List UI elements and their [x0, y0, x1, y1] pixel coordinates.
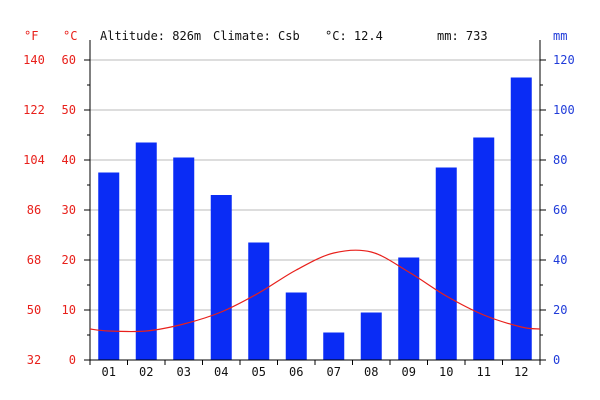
mm-tick-label: 60: [553, 203, 567, 217]
fahrenheit-tick-label: 140: [23, 53, 45, 67]
month-label: 05: [252, 365, 266, 379]
month-label: 08: [364, 365, 378, 379]
mm-tick-label: 0: [553, 353, 560, 367]
celsius-tick-label: 20: [62, 253, 76, 267]
celsius-tick-label: 60: [62, 53, 76, 67]
fahrenheit-tick-label: 104: [23, 153, 45, 167]
month-label: 01: [102, 365, 116, 379]
precipitation-bar-04: [210, 195, 232, 360]
precipitation-bar-11: [473, 137, 495, 360]
month-label: 11: [477, 365, 491, 379]
altitude-label: Altitude: 826m: [100, 29, 201, 43]
mm-tick-label: 80: [553, 153, 567, 167]
celsius-tick-label: 10: [62, 303, 76, 317]
precipitation-bar-02: [135, 142, 157, 360]
axes: [84, 40, 546, 365]
celsius-tick-label: 0: [69, 353, 76, 367]
precipitation-bar-09: [398, 257, 420, 360]
fahrenheit-tick-label: 50: [27, 303, 41, 317]
fahrenheit-tick-label: 86: [27, 203, 41, 217]
temperature-line: [89, 249, 541, 333]
precipitation-bar-01: [98, 172, 120, 360]
mean-temperature-label: °C: 12.4: [325, 29, 383, 43]
mm-tick-label: 100: [553, 103, 575, 117]
mm-tick-label: 20: [553, 303, 567, 317]
celsius-unit-label: °C: [63, 29, 77, 43]
precipitation-bar-05: [248, 242, 270, 360]
precipitation-bar-08: [360, 312, 382, 360]
mm-unit-label: mm: [553, 29, 567, 43]
month-label: 06: [289, 365, 303, 379]
celsius-tick-label: 40: [62, 153, 76, 167]
fahrenheit-tick-label: 32: [27, 353, 41, 367]
fahrenheit-unit-label: °F: [24, 29, 38, 43]
month-label: 04: [214, 365, 228, 379]
mm-tick-label: 40: [553, 253, 567, 267]
mm-tick-label: 120: [553, 53, 575, 67]
precipitation-bar-06: [285, 292, 307, 360]
month-label: 03: [177, 365, 191, 379]
precipitation-bar-03: [173, 157, 195, 360]
month-label: 07: [327, 365, 341, 379]
month-label: 10: [439, 365, 453, 379]
precipitation-bars: [98, 77, 532, 360]
month-label: 02: [139, 365, 153, 379]
fahrenheit-tick-label: 68: [27, 253, 41, 267]
temperature-line-group: [89, 249, 541, 333]
tick-labels: 0102030405060325068861041221400204060801…: [23, 53, 575, 379]
precipitation-bar-12: [510, 77, 532, 360]
month-label: 12: [514, 365, 528, 379]
gridlines: [90, 59, 540, 311]
climate-label: Climate: Csb: [213, 29, 300, 43]
precipitation-bar-10: [435, 167, 457, 360]
month-label: 09: [402, 365, 416, 379]
fahrenheit-tick-label: 122: [23, 103, 45, 117]
celsius-tick-label: 30: [62, 203, 76, 217]
precipitation-bar-07: [323, 332, 345, 360]
total-precipitation-label: mm: 733: [437, 29, 488, 43]
celsius-tick-label: 50: [62, 103, 76, 117]
